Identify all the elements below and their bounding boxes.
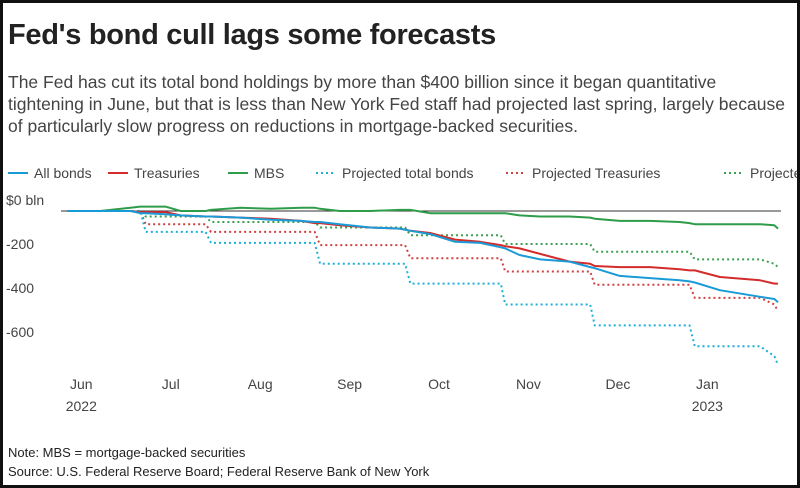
series-line bbox=[67, 210, 779, 304]
chart-title: Fed's bond cull lags some forecasts bbox=[8, 19, 496, 51]
chart: $0 bln -200 -400 -600 Jun Jul Aug Sep Oct Nov Dec J… bbox=[6, 165, 797, 414]
x-tick-label: Jun bbox=[70, 376, 93, 392]
series-line bbox=[67, 210, 779, 366]
series-line bbox=[67, 205, 779, 230]
legend-label: Projected Treasuries bbox=[532, 165, 660, 181]
year-label: 2022 bbox=[66, 398, 97, 414]
legend-label: Projected MBS bbox=[750, 165, 797, 181]
y-tick-label: -600 bbox=[6, 324, 34, 340]
legend-label: Treasuries bbox=[134, 165, 200, 181]
x-tick-label: Aug bbox=[248, 376, 273, 392]
chart-subtitle: The Fed has cut its total bond holdings … bbox=[8, 72, 785, 136]
notes: Note: MBS = mortgage-backed securities S… bbox=[8, 443, 429, 481]
note: Note: MBS = mortgage-backed securities bbox=[8, 445, 246, 460]
y-tick-label: $0 bln bbox=[6, 192, 44, 208]
y-tick-label: -400 bbox=[6, 280, 34, 296]
series-line bbox=[67, 210, 779, 312]
year-label: 2023 bbox=[692, 398, 723, 414]
legend-label: All bonds bbox=[34, 165, 92, 181]
x-tick-label: Jan bbox=[696, 376, 719, 392]
x-tick-label: Sep bbox=[337, 376, 362, 392]
x-tick-label: Dec bbox=[605, 376, 630, 392]
y-tick-label: -200 bbox=[6, 236, 34, 252]
legend-label: Projected total bonds bbox=[342, 165, 474, 181]
x-tick-label: Jul bbox=[162, 376, 180, 392]
legend-label: MBS bbox=[254, 165, 284, 181]
x-tick-label: Oct bbox=[428, 376, 450, 392]
source: Source: U.S. Federal Reserve Board; Fede… bbox=[8, 464, 430, 479]
x-tick-label: Nov bbox=[516, 376, 541, 392]
